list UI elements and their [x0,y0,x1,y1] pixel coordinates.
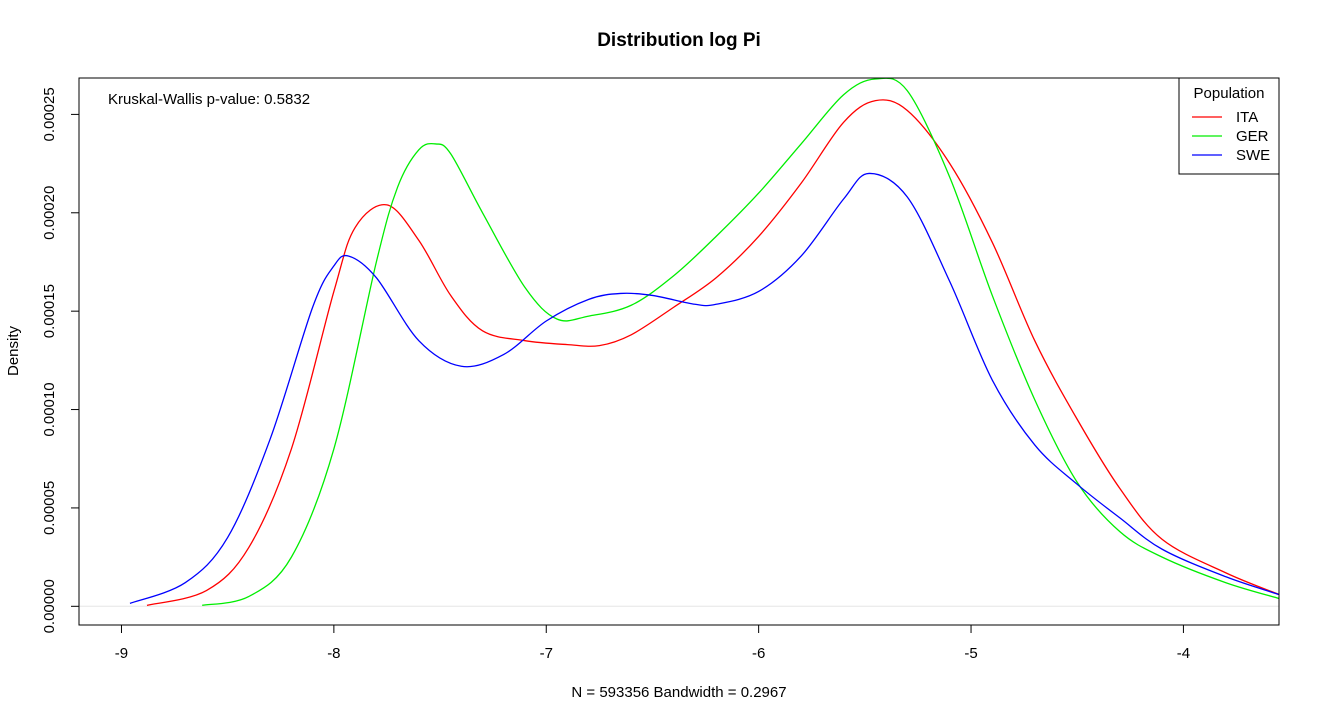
legend-label-ita: ITA [1236,109,1258,126]
x-tick-label: -5 [964,645,977,662]
series-line-ger [202,78,1279,606]
y-tick-label: 0.00005 [41,481,58,535]
axes: -9 -8 -7 -6 -5 -4 0.00000 0.00005 0.00010 0.00015… [41,87,1190,662]
legend-title: Population [1194,85,1265,102]
x-tick-label: -6 [752,645,765,662]
legend-label-ger: GER [1236,128,1269,145]
legend-items: ITA GER SWE [1192,109,1270,164]
y-axis-label: Density [5,325,22,376]
legend-box [1178,77,1280,175]
chart-title: Distribution log Pi [597,30,761,51]
x-tick-label: -4 [1177,645,1190,662]
x-axis-label: N = 593356 Bandwidth = 0.2967 [571,684,786,701]
y-tick-label: 0.00015 [41,284,58,338]
y-tick-label: 0.00025 [41,87,58,141]
series-line-swe [129,172,1279,604]
legend: Population ITA GER SWE [1178,77,1280,175]
kruskal-wallis-annotation: Kruskal-Wallis p-value: 0.5832 [108,91,310,108]
plot-frame [78,77,1280,626]
series-lines [129,78,1279,606]
series-line-ita [146,99,1279,606]
legend-label-swe: SWE [1236,147,1270,164]
x-tick-label: -7 [540,645,553,662]
x-tick-label: -9 [115,645,128,662]
x-tick-label: -8 [327,645,340,662]
y-tick-label: 0.00020 [41,186,58,240]
y-tick-label: 0.00010 [41,382,58,436]
y-tick-label: 0.00000 [41,579,58,633]
